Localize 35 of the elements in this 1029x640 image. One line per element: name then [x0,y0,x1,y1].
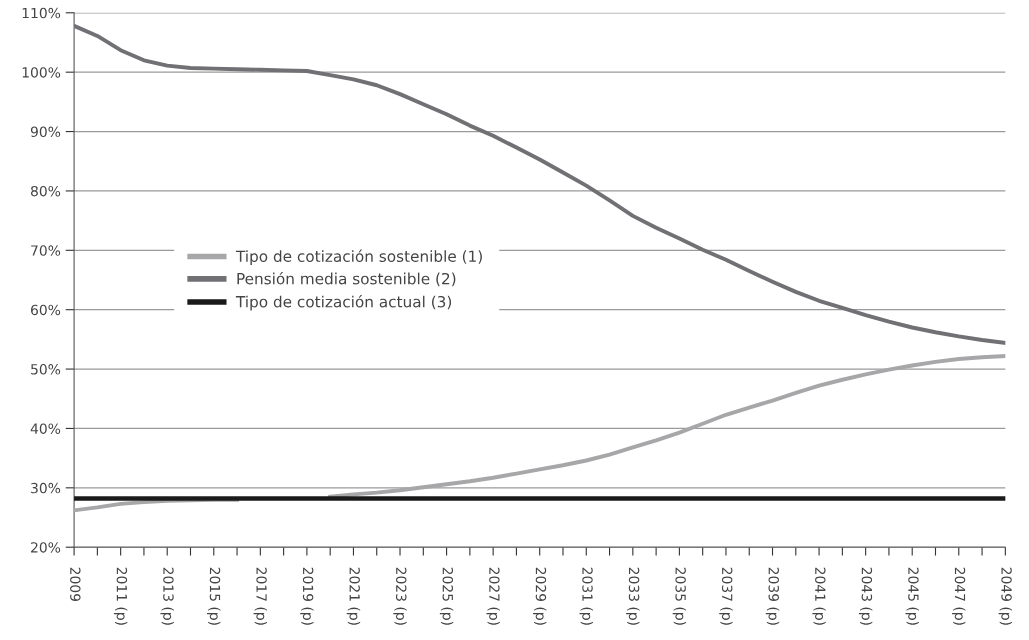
y-tick-label: 80% [30,185,61,197]
y-tick-label: 60% [30,304,61,316]
x-tick-label: 2015 (p) [207,567,221,625]
x-tick-label: 2039 (p) [765,567,780,625]
legend-label: Pensión media sostenible (2) [237,272,456,287]
x-tick-label: 2037 (p) [719,567,733,625]
y-tick-label: 20% [31,542,61,553]
x-tick-label: 2045 (p) [905,567,919,625]
legend-label: Tipo de cotización sostenible (1) [235,249,482,265]
legend-label: Tipo de cotización actual (3) [235,295,452,311]
x-tick-label: 2009 [70,567,81,602]
x-tick-label: 2029 (p) [532,567,547,625]
y-tick-label: 70% [31,245,61,256]
y-tick-label: 90% [30,126,61,138]
x-tick-label: 2021 (p) [346,567,361,625]
x-tick-label: 2033 (p) [626,567,640,625]
x-tick-label: 2023 (p) [393,567,407,625]
x-tick-label: 2027 (p) [486,567,500,625]
x-tick-label: 2025 (p) [439,567,454,625]
x-tick-label: 2011 (p) [113,567,128,625]
x-tick-label: 2049 (p) [998,567,1013,625]
x-tick-label: 2017 (p) [253,567,268,625]
x-tick-label: 2019 (p) [300,567,314,625]
y-tick-label: 30% [31,482,61,494]
y-tick-label: 110% [22,7,61,19]
x-tick-label: 2035 (p) [672,567,687,625]
y-tick-label: 100% [22,67,61,78]
x-tick-label: 2041 (p) [812,567,826,625]
y-tick-label: 50% [31,364,61,375]
x-tick-label: 2047 (p) [952,567,966,625]
line-series [74,23,1006,345]
x-tick-label: 2043 (p) [858,567,873,625]
x-tick-label: 2013 (p) [160,567,174,625]
x-tick-label: 2031 (p) [579,567,593,625]
y-tick-label: 40% [30,423,61,434]
